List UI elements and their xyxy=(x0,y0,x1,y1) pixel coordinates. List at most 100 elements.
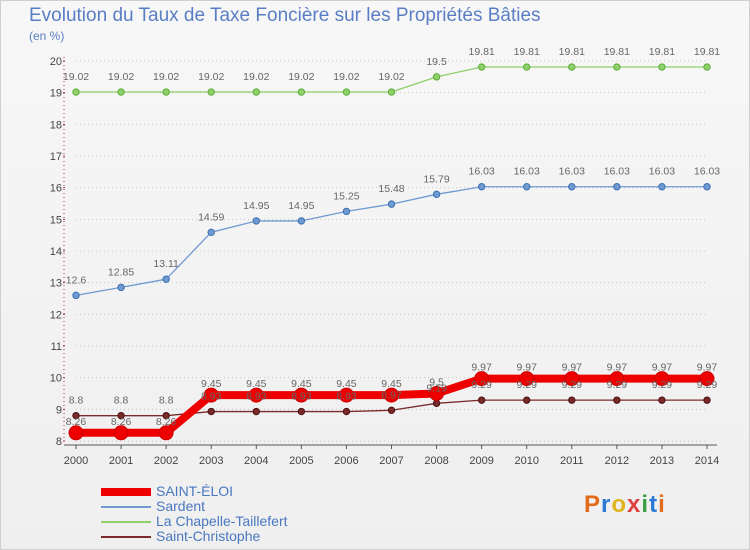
data-point xyxy=(252,407,260,416)
data-label: 19.02 xyxy=(288,71,314,83)
data-label: 15.25 xyxy=(333,190,359,202)
legend-swatch xyxy=(101,521,151,523)
data-label: 15.79 xyxy=(423,173,449,185)
data-point xyxy=(68,425,84,441)
y-tick-label: 11 xyxy=(51,341,62,353)
y-tick-label: 9 xyxy=(56,404,62,416)
data-point xyxy=(568,396,576,404)
data-label: 9.97 xyxy=(607,362,628,374)
x-tick-label: 2013 xyxy=(650,455,674,467)
data-label: 16.03 xyxy=(559,166,585,178)
data-label: 19.81 xyxy=(469,46,495,58)
data-point xyxy=(519,371,535,387)
data-point xyxy=(342,88,351,96)
data-point xyxy=(523,63,531,71)
x-tick-label: 2004 xyxy=(244,455,268,467)
axis-layer: 8 9 10 11 12 13 14 15 16 17 18 19 20 2000 2001 2002 2003… xyxy=(50,56,719,467)
data-label: 14.95 xyxy=(243,200,269,212)
data-point xyxy=(609,371,625,387)
data-label: 8.97 xyxy=(381,389,402,401)
data-point xyxy=(613,183,621,191)
data-point xyxy=(297,217,306,225)
data-label: 9.97 xyxy=(697,362,718,374)
legend-swatch xyxy=(101,488,151,496)
data-point xyxy=(384,387,399,403)
data-point xyxy=(162,88,170,96)
data-label: 19.02 xyxy=(333,71,359,83)
data-label: 9.45 xyxy=(336,378,357,390)
series-layer xyxy=(68,63,715,441)
y-tick-label: 15 xyxy=(50,214,62,226)
data-point xyxy=(703,63,711,71)
data-label: 19.81 xyxy=(604,46,630,58)
x-tick-label: 2001 xyxy=(109,455,133,467)
data-label: 9.19 xyxy=(426,382,447,394)
data-point xyxy=(252,217,260,225)
data-point xyxy=(72,88,80,96)
data-label: 14.59 xyxy=(198,211,224,223)
data-point xyxy=(568,183,576,191)
line-chart: 8 9 10 11 12 13 14 15 16 17 18 19 20 2000 2001 2002 2003… xyxy=(50,46,721,467)
data-label: 8.26 xyxy=(111,416,132,428)
x-tick-label: 2006 xyxy=(334,455,358,467)
data-point xyxy=(207,407,215,416)
legend-label: Sardent xyxy=(156,498,206,514)
data-point xyxy=(703,396,711,404)
data-point xyxy=(248,387,264,403)
x-tick-label: 2003 xyxy=(199,455,223,467)
data-label: 9.45 xyxy=(201,378,222,390)
data-label: 9.45 xyxy=(291,378,312,390)
x-tick-label: 2002 xyxy=(154,455,178,467)
y-tick-label: 18 xyxy=(50,119,62,131)
y-axis-unit: (en %) xyxy=(29,29,65,43)
x-tick-label: 2011 xyxy=(560,455,584,467)
data-label: 9.45 xyxy=(246,378,267,390)
data-label: 9.29 xyxy=(516,379,537,391)
data-point xyxy=(432,73,441,81)
data-point xyxy=(72,411,80,420)
data-point xyxy=(203,387,219,403)
data-point xyxy=(207,88,215,96)
data-label: 19.02 xyxy=(378,71,404,83)
y-tick-label: 8 xyxy=(56,436,62,448)
x-tick-label: 2000 xyxy=(64,455,88,467)
data-point xyxy=(432,190,441,199)
data-label: 9.29 xyxy=(652,379,673,391)
data-point xyxy=(523,183,531,191)
data-point xyxy=(613,396,621,404)
legend-label: SAINT-ÉLOI xyxy=(156,483,234,499)
x-tick-label: 2009 xyxy=(469,455,493,467)
data-label: 9.45 xyxy=(381,378,402,390)
data-point xyxy=(432,399,441,408)
proxiti-logo: Proxiti xyxy=(584,491,666,518)
data-point xyxy=(658,396,666,404)
legend-swatch xyxy=(101,536,151,538)
y-tick-label: 20 xyxy=(50,56,62,68)
data-label: 8.8 xyxy=(69,395,84,407)
data-label: 19.02 xyxy=(198,71,224,83)
data-point xyxy=(342,407,351,416)
y-tick-label: 16 xyxy=(50,183,62,195)
data-point xyxy=(568,63,576,71)
data-point xyxy=(162,411,170,420)
data-label: 8.26 xyxy=(66,416,87,428)
data-point xyxy=(699,371,715,387)
y-tick-label: 12 xyxy=(50,309,62,321)
x-tick-label: 2012 xyxy=(605,455,629,467)
data-label: 16.03 xyxy=(514,166,540,178)
data-label: 9.97 xyxy=(652,362,673,374)
data-label: 15.48 xyxy=(378,183,404,195)
data-label: 9.29 xyxy=(471,379,492,391)
data-label: 19.81 xyxy=(559,46,585,58)
x-tick-label: 2010 xyxy=(514,455,538,467)
data-label: 9.29 xyxy=(562,379,583,391)
data-point xyxy=(117,88,125,96)
data-label: 8.8 xyxy=(114,395,129,407)
data-label: 12.85 xyxy=(108,266,134,278)
data-point xyxy=(387,200,396,208)
legend-label: Saint-Christophe xyxy=(156,528,261,544)
data-point xyxy=(429,386,445,401)
data-point xyxy=(474,371,490,387)
data-point xyxy=(293,387,309,403)
